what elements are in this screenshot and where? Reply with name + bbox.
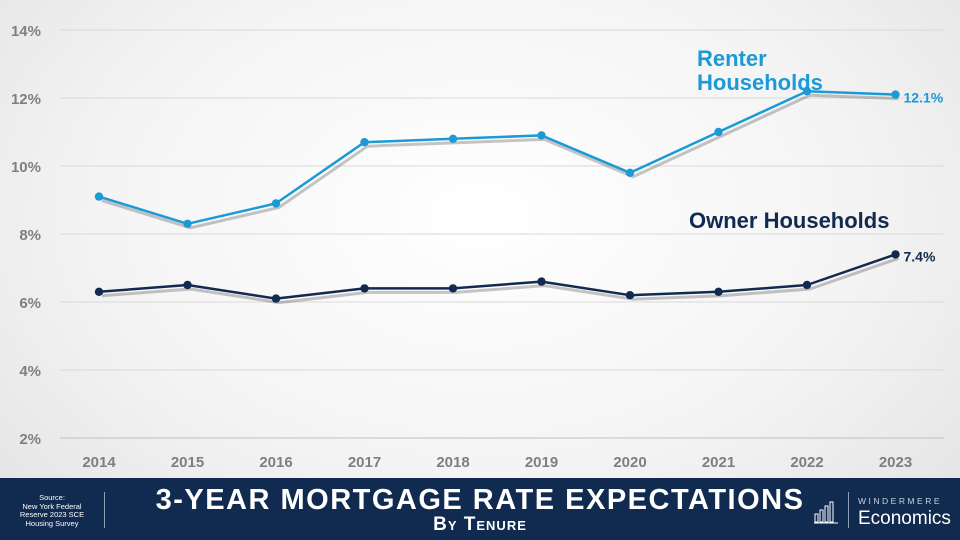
data-point [891,250,900,259]
y-tick-label: 14% [11,23,41,40]
windermere-logo: WINDERMERE Economics [808,486,960,534]
data-point [714,287,723,296]
series-label-renter: Renter [697,46,767,71]
data-point [537,131,546,140]
y-tick-label: 8% [19,227,41,244]
x-tick-label: 2015 [171,454,204,471]
source-note: Source: New York Federal Reserve 2023 SC… [19,493,85,528]
data-point [625,291,635,300]
bar-chart-logo-icon [814,501,838,524]
chart-title: 3-YEAR MORTGAGE RATE EXPECTATIONS [155,484,805,516]
y-tick-label: 4% [19,363,41,380]
y-tick-label: 12% [11,91,41,108]
data-point [448,284,458,293]
x-tick-label: 2014 [82,454,116,471]
footer-divider [104,492,105,528]
data-point [802,280,812,290]
y-tick-label: 2% [19,431,41,448]
chart-subtitle: By Tenure [433,514,527,535]
series-label-owner: Owner Households [689,208,889,233]
data-point [625,168,635,177]
data-point [448,134,458,143]
end-value-label: 12.1% [904,90,944,106]
x-tick-label: 2020 [613,454,646,471]
data-point [537,277,546,286]
data-point [891,90,900,99]
x-tick-label: 2023 [879,454,912,471]
end-value-label: 7.4% [904,248,936,264]
x-tick-label: 2021 [702,454,735,471]
data-point [271,199,281,208]
logo-wordmark-top: WINDERMERE [858,496,943,506]
logo-wordmark-bottom: Economics [858,508,951,529]
data-point [714,127,723,137]
series-line [98,89,896,226]
footer-banner: Source: New York Federal Reserve 2023 SC… [0,478,960,540]
series-line [98,253,896,300]
x-tick-label: 2022 [790,454,823,471]
data-point [360,284,369,293]
data-point [94,287,104,296]
line-chart: 2% 4% 6% 8% 10% 12% 14% 2014 2015 2016 2017 2018 201… [11,23,944,471]
series-shadow [101,93,899,230]
data-point [183,280,192,290]
data-point [802,87,812,96]
data-point [271,294,281,303]
x-tick-label: 2019 [525,454,558,471]
series-shadow [101,256,899,305]
x-tick-label: 2018 [436,454,469,471]
x-tick-label: 2016 [259,454,292,471]
x-tick-label: 2017 [348,454,381,471]
y-tick-label: 10% [11,159,41,176]
y-tick-label: 6% [19,295,41,312]
data-point [183,219,192,228]
logo-divider [848,492,849,528]
series-label-renter: Households [697,70,823,95]
data-point [94,192,104,201]
data-point [360,138,369,147]
